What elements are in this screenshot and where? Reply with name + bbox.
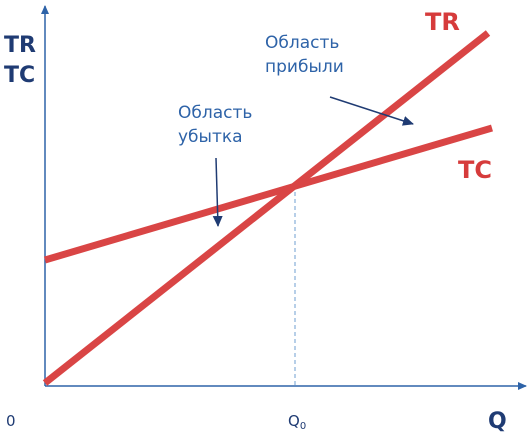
profit-arrow	[329, 96, 414, 126]
y-axis-label: TR	[4, 33, 36, 58]
y-axis-label: TC	[4, 63, 35, 88]
tc-line	[44, 124, 493, 264]
break-even-letter: Q	[288, 412, 300, 430]
loss-note: убытка	[178, 127, 243, 147]
tr-label: TR	[425, 8, 460, 36]
loss-arrow	[212, 157, 223, 227]
profit-note: прибыли	[265, 57, 344, 77]
x-axis-label: Q	[488, 409, 507, 434]
break-even-subscript: 0	[300, 421, 306, 432]
break-even-label: Q0	[288, 412, 306, 432]
loss-note: Область	[178, 103, 252, 123]
profit-note: Область	[265, 33, 339, 53]
origin-label: 0	[6, 412, 16, 430]
tr-line	[42, 30, 491, 386]
tc-label: TC	[458, 156, 492, 184]
